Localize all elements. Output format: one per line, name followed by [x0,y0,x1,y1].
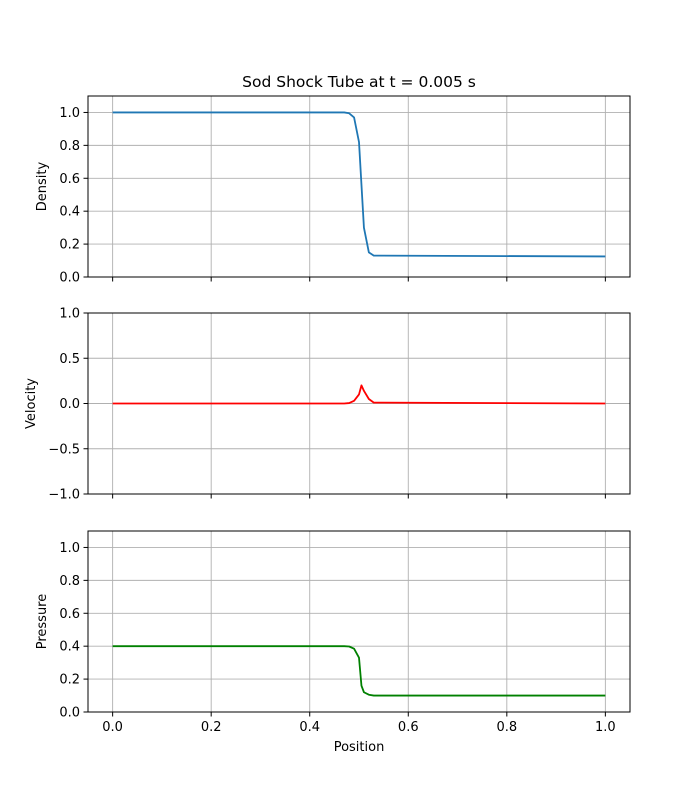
pressure-x-tick-label: 0.8 [496,720,517,735]
pressure-panel: 0.0 0.2 0.4 0.6 0.8 1.0 0.0 0.2 0.4 0.6 0.8 1.0 Pres… [35,530,631,755]
density-y-tick-label: 0.6 [59,172,80,187]
pressure-x-tick-label: 0.0 [102,720,123,735]
pressure-x-tick-label: 1.0 [595,720,616,735]
density-y-tick-label: 0.2 [59,238,80,253]
pressure-y-tick-label: 0.8 [59,574,80,589]
pressure-x-tick-label: 0.6 [398,720,419,735]
density-series-line [112,111,606,258]
pressure-x-tick-label: 0.2 [201,720,222,735]
pressure-y-axis-label: Pressure [35,594,50,650]
velocity-y-axis-label: Velocity [24,378,39,429]
pressure-series-line [112,645,606,697]
pressure-y-tick-label: 1.0 [59,541,80,556]
density-y-tick-label: 0.4 [59,205,80,220]
density-axes-frame [87,95,631,278]
chart-title: Sod Shock Tube at t = 0.005 s [242,73,476,91]
density-y-tick-label: 0.0 [59,271,80,286]
pressure-axes-frame [87,530,631,713]
density-y-axis-label: Density [35,161,50,211]
pressure-y-tick-label: 0.6 [59,607,80,622]
pressure-y-tick-label: 0.0 [59,706,80,721]
pressure-y-tick-label: 0.4 [59,640,80,655]
pressure-y-tick-label: 0.2 [59,673,80,688]
velocity-y-tick-label: 0.5 [59,352,80,367]
velocity-panel: −1.0 −0.5 0.0 0.5 1.0 Velocity [24,307,631,503]
density-panel: 0.0 0.2 0.4 0.6 0.8 1.0 Density [35,95,631,286]
density-y-tick-label: 1.0 [59,106,80,121]
velocity-y-tick-label: 0.0 [59,397,80,412]
velocity-y-tick-label: −1.0 [48,488,80,503]
velocity-y-tick-label: 1.0 [59,307,80,322]
velocity-y-tick-label: −0.5 [48,442,80,457]
velocity-series-line [112,384,606,405]
pressure-x-tick-label: 0.4 [299,720,320,735]
density-y-tick-label: 0.8 [59,139,80,154]
pressure-x-axis-label: Position [334,740,385,755]
